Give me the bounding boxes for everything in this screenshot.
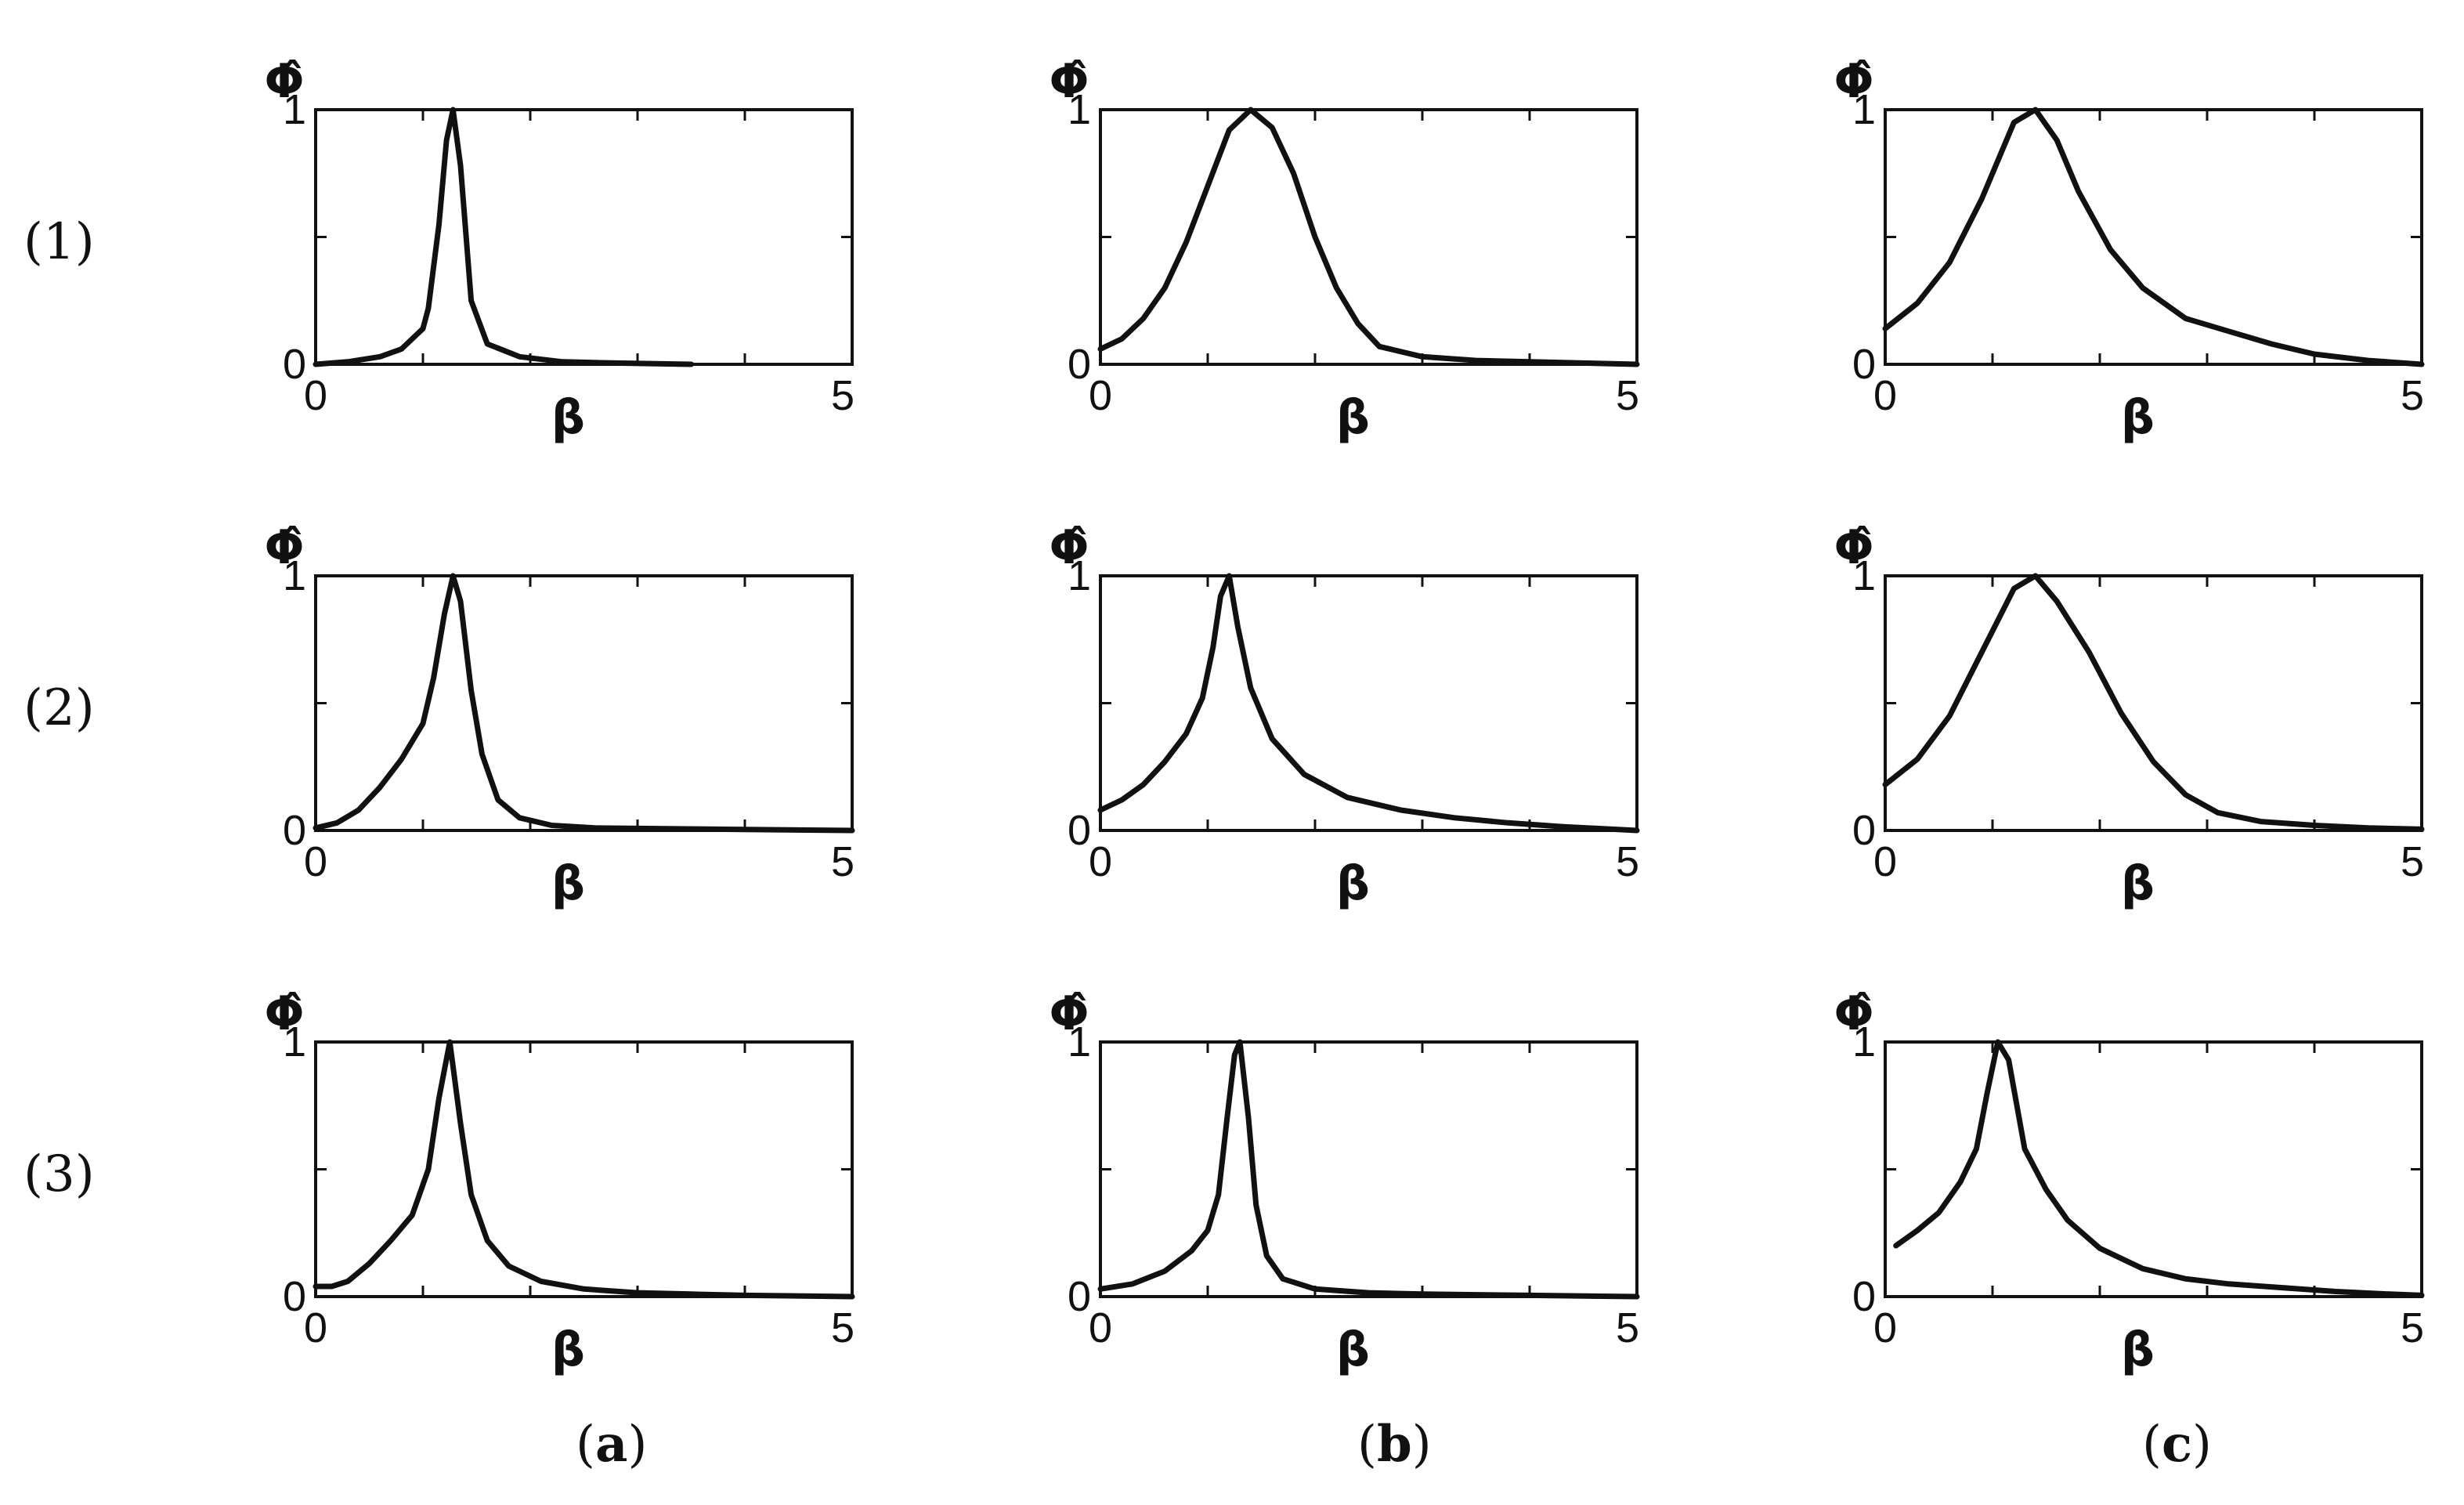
panel-r1-c-yaxis-label: Φ̂ <box>1834 54 1873 109</box>
row-label-3: (3) <box>23 1145 95 1203</box>
column-label-c-open: ( <box>2142 1416 2162 1474</box>
panel-r2-a-ytick-label-top: 1 <box>283 552 306 599</box>
panel-r3-b-ytick-label-top: 1 <box>1068 1018 1091 1065</box>
panel-r2-c-frame <box>1884 574 2423 832</box>
panel-r1-c-ytick-label-top: 1 <box>1852 86 1876 133</box>
panel-r3-a-xtick-label-end: 5 <box>831 1304 854 1351</box>
panels: 100 5βΦ̂100 5βΦ̂100 5βΦ̂100 5βΦ̂100 5βΦ̂100 5β… <box>264 54 2425 1377</box>
panel-r2-c-xtick-label-end: 5 <box>2401 838 2424 885</box>
panel-r3-a-ytick-label-bottom: 0 <box>283 1273 306 1320</box>
panel-r1-a-ytick-label-top: 1 <box>283 86 306 133</box>
column-label-b-open: ( <box>1357 1416 1377 1474</box>
panel-r2-c-yaxis-label: Φ̂ <box>1834 520 1873 575</box>
column-label-a: (a) <box>576 1415 647 1474</box>
panel-r1-a-series-line <box>313 107 694 367</box>
column-label-c: (c) <box>2142 1415 2212 1474</box>
panel-r1-b-yaxis-label: Φ̂ <box>1049 54 1089 109</box>
panel-r3-c-xtick-label-start: 0 <box>1873 1304 1897 1351</box>
panel-r2-b-frame <box>1099 574 1638 832</box>
panel-r2-a: 1 00 5 β Φ̂ <box>264 520 855 911</box>
column-label-b-letter: b <box>1377 1415 1412 1474</box>
panel-r3-c-series-line <box>1893 1039 2425 1298</box>
panel-r2-c-xaxis-label: β <box>2121 856 2155 911</box>
panel-r1-c-xtick-label-start: 0 <box>1873 372 1897 419</box>
column-label-a-letter: a <box>595 1415 627 1474</box>
panel-r1-a-ytick-label-bottom: 0 <box>283 341 306 388</box>
panel-r2-b-ytick-label-bottom: 0 <box>1068 807 1091 854</box>
panel-r3-b-xtick-label-end: 5 <box>1616 1304 1639 1351</box>
panel-r1-a: 1 00 5 β Φ̂ <box>264 54 854 445</box>
panel-r2-c-ytick-label-top: 1 <box>1852 552 1876 599</box>
panel-r1-b-xaxis-label: β <box>1336 390 1370 445</box>
panel-r2-b: 1 00 5 β Φ̂ <box>1049 520 1640 911</box>
panel-r3-b-series-line <box>1097 1039 1640 1300</box>
panel-r1-a-yaxis-label: Φ̂ <box>264 54 304 109</box>
panel-r3-c-xaxis-label: β <box>2121 1322 2155 1377</box>
panel-r3-c: 1 00 5 β Φ̂ <box>1834 986 2425 1377</box>
panel-r1-c: 1 00 5 β Φ̂ <box>1834 54 2425 445</box>
panel-r2-b-yaxis-label: Φ̂ <box>1049 520 1089 575</box>
column-label-c-letter: c <box>2162 1415 2192 1474</box>
panel-r2-b-xtick-label-start: 0 <box>1089 838 1112 885</box>
panel-r1-b: 1 00 5 β Φ̂ <box>1049 54 1640 445</box>
panel-r2-a-ytick-label-bottom: 0 <box>283 807 306 854</box>
panel-r2-c-ytick-label-bottom: 0 <box>1852 807 1876 854</box>
panel-r1-a-xtick-label-end: 5 <box>831 372 854 419</box>
panel-r3-a-xaxis-label: β <box>551 1322 585 1377</box>
panel-r3-c-ytick-label-bottom: 0 <box>1852 1273 1876 1320</box>
panel-r1-b-series-line <box>1097 107 1640 367</box>
panel-r2-c-series-line <box>1882 573 2425 832</box>
panel-r2-a-frame <box>314 574 854 832</box>
panel-r2-b-xaxis-label: β <box>1336 856 1370 911</box>
panel-r1-c-frame <box>1884 108 2423 366</box>
column-label-c-close: ) <box>2192 1416 2212 1474</box>
panel-r1-c-ytick-label-bottom: 0 <box>1852 341 1876 388</box>
panel-r2-a-yaxis-label: Φ̂ <box>264 520 304 575</box>
panel-r3-a-ytick-label-top: 1 <box>283 1018 306 1065</box>
panel-r1-b-xtick-label-start: 0 <box>1089 372 1112 419</box>
panel-r2-a-xaxis-label: β <box>551 856 585 911</box>
panel-r1-b-xtick-label-end: 5 <box>1616 372 1639 419</box>
column-label-b: (b) <box>1357 1415 1432 1474</box>
column-label-b-close: ) <box>1412 1416 1432 1474</box>
panel-r3-a-frame <box>314 1040 854 1298</box>
column-label-a-open: ( <box>576 1416 595 1474</box>
panel-r3-a-yaxis-label: Φ̂ <box>264 986 304 1041</box>
panel-r1-b-ytick-label-bottom: 0 <box>1068 341 1091 388</box>
panel-r3-c-yaxis-label: Φ̂ <box>1834 986 1873 1041</box>
panel-r3-a-series-line <box>313 1039 855 1300</box>
panel-r3-b-yaxis-label: Φ̂ <box>1049 986 1089 1041</box>
panel-r1-c-series-line <box>1882 107 2425 367</box>
panel-r3-c-xtick-label-end: 5 <box>2401 1304 2424 1351</box>
panel-r3-a-xtick-label-start: 0 <box>304 1304 327 1351</box>
panel-r3-c-ytick-label-top: 1 <box>1852 1018 1876 1065</box>
panel-r1-b-ytick-label-top: 1 <box>1068 86 1091 133</box>
panel-r1-a-xaxis-label: β <box>551 390 585 445</box>
panel-r2-c: 1 00 5 β Φ̂ <box>1834 520 2425 911</box>
panel-r2-b-ytick-label-top: 1 <box>1068 552 1091 599</box>
panel-r3-b-xaxis-label: β <box>1336 1322 1370 1377</box>
panel-r1-b-frame <box>1099 108 1638 366</box>
panel-r3-b-xtick-label-start: 0 <box>1089 1304 1112 1351</box>
panel-r2-a-series-line <box>313 573 855 834</box>
panel-r1-c-xtick-label-end: 5 <box>2401 372 2424 419</box>
panel-r1-c-xaxis-label: β <box>2121 390 2155 445</box>
panel-r3-b-ytick-label-bottom: 0 <box>1068 1273 1091 1320</box>
panel-r2-b-series-line <box>1097 573 1640 834</box>
column-label-a-close: ) <box>627 1416 647 1474</box>
panel-r2-b-xtick-label-end: 5 <box>1616 838 1639 885</box>
row-label-1: (1) <box>23 213 95 271</box>
panel-r3-a: 1 00 5 β Φ̂ <box>264 986 855 1377</box>
panel-r2-a-xtick-label-end: 5 <box>831 838 854 885</box>
panel-r3-b: 1 00 5 β Φ̂ <box>1049 986 1640 1377</box>
row-label-2: (2) <box>23 679 95 737</box>
panel-r2-a-xtick-label-start: 0 <box>304 838 327 885</box>
panel-r1-a-frame <box>314 108 854 366</box>
panel-r1-a-xtick-label-start: 0 <box>304 372 327 419</box>
panel-r2-c-xtick-label-start: 0 <box>1873 838 1897 885</box>
